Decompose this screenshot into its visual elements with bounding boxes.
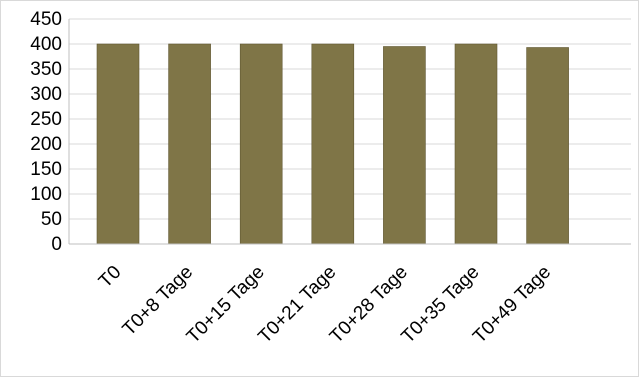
bar — [526, 47, 569, 245]
x-tick-label: T0+49 Tage — [469, 262, 555, 348]
y-tick-label: 300 — [30, 84, 62, 105]
y-tick-label: 400 — [30, 34, 62, 55]
y-tick-label: 200 — [30, 134, 62, 155]
y-tick-label: 0 — [51, 234, 62, 255]
y-tick-label: 250 — [30, 109, 62, 130]
bars — [96, 43, 569, 245]
bar — [96, 43, 140, 245]
x-tick-label: T0 — [95, 262, 126, 293]
bar — [239, 43, 283, 245]
x-tick-label: T0+8 Tage — [119, 262, 197, 340]
y-tick-label: 450 — [30, 9, 62, 30]
bar — [311, 43, 355, 245]
bar — [383, 46, 426, 245]
bar — [454, 43, 498, 245]
y-tick-label: 350 — [30, 59, 62, 80]
y-tick-label: 50 — [41, 209, 62, 230]
axes — [68, 19, 631, 245]
bar — [168, 43, 211, 245]
y-tick-labels: 0 50 100 150 200 250 300 350 400 450 — [30, 9, 62, 255]
y-tick-label: 150 — [30, 159, 62, 180]
y-tick-label: 100 — [30, 184, 62, 205]
